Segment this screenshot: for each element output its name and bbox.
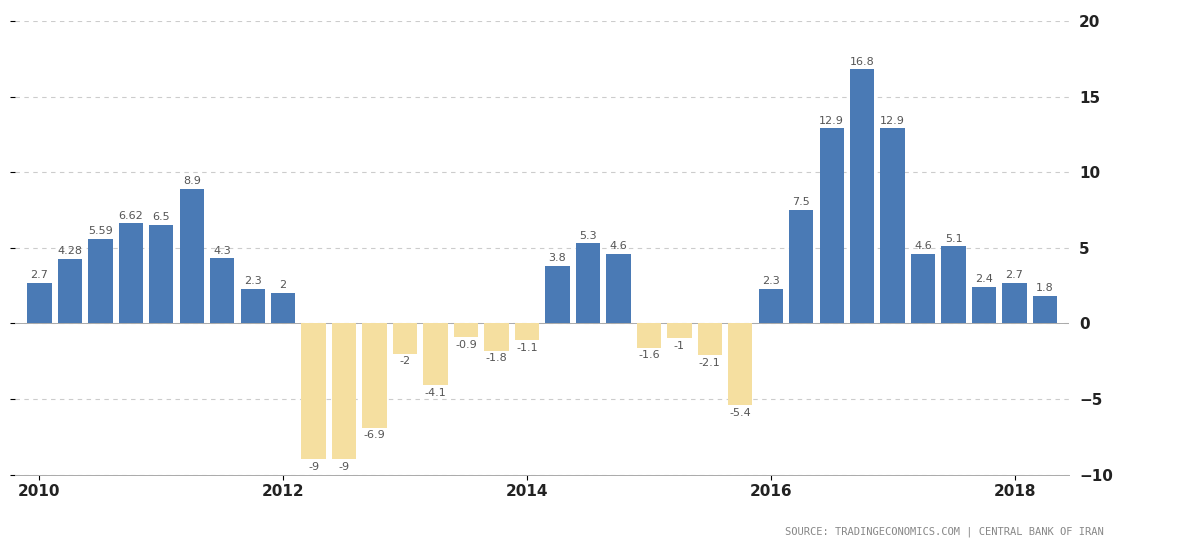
Bar [392, 323, 418, 354]
Bar [637, 323, 661, 348]
Text: -9: -9 [308, 462, 319, 472]
Bar [119, 223, 143, 323]
Bar [972, 287, 996, 323]
Bar [485, 323, 509, 350]
Bar [424, 323, 448, 385]
Text: -9: -9 [338, 462, 349, 472]
Text: 2: 2 [280, 281, 287, 291]
Text: 5.3: 5.3 [580, 230, 596, 240]
Text: 5.1: 5.1 [944, 234, 962, 244]
Text: 6.5: 6.5 [152, 212, 170, 222]
Bar [28, 282, 52, 323]
Text: -0.9: -0.9 [455, 340, 476, 350]
Bar [942, 247, 966, 323]
Bar [545, 266, 570, 323]
Bar [240, 288, 265, 323]
Bar [210, 258, 234, 323]
Bar [515, 323, 539, 340]
Bar [301, 323, 326, 459]
Text: -2: -2 [400, 356, 410, 366]
Text: 12.9: 12.9 [881, 116, 905, 126]
Bar [850, 69, 875, 323]
Bar [790, 210, 814, 323]
Text: 8.9: 8.9 [182, 176, 200, 186]
Bar [362, 323, 386, 428]
Text: 4.6: 4.6 [914, 241, 932, 251]
Bar [180, 189, 204, 323]
Text: -6.9: -6.9 [364, 430, 385, 440]
Text: -5.4: -5.4 [730, 408, 751, 418]
Text: 16.8: 16.8 [850, 56, 875, 67]
Text: 3.8: 3.8 [548, 253, 566, 263]
Text: 2.3: 2.3 [762, 276, 780, 286]
Text: 2.7: 2.7 [1006, 270, 1024, 280]
Bar [454, 323, 479, 337]
Bar [911, 254, 935, 323]
Text: 12.9: 12.9 [820, 116, 844, 126]
Text: -1.8: -1.8 [486, 353, 508, 363]
Bar [728, 323, 752, 405]
Text: 7.5: 7.5 [792, 197, 810, 207]
Bar [88, 239, 113, 323]
Text: -1: -1 [674, 341, 685, 351]
Bar [758, 288, 782, 323]
Text: SOURCE: TRADINGECONOMICS.COM | CENTRAL BANK OF IRAN: SOURCE: TRADINGECONOMICS.COM | CENTRAL B… [785, 526, 1104, 537]
Bar [667, 323, 691, 339]
Text: 1.8: 1.8 [1036, 283, 1054, 293]
Bar [820, 129, 844, 323]
Bar [697, 323, 722, 355]
Bar [58, 259, 82, 323]
Text: 4.28: 4.28 [58, 246, 83, 256]
Text: -1.1: -1.1 [516, 343, 538, 353]
Bar [881, 129, 905, 323]
Text: 4.6: 4.6 [610, 241, 628, 251]
Bar [271, 293, 295, 323]
Text: -2.1: -2.1 [698, 358, 721, 368]
Bar [149, 225, 174, 323]
Text: 5.59: 5.59 [88, 226, 113, 236]
Bar [576, 243, 600, 323]
Bar [1002, 282, 1027, 323]
Text: 2.7: 2.7 [30, 270, 48, 280]
Text: 6.62: 6.62 [119, 211, 143, 221]
Text: 2.3: 2.3 [244, 276, 262, 286]
Bar [1033, 296, 1057, 323]
Text: 2.4: 2.4 [976, 274, 994, 285]
Bar [606, 254, 630, 323]
Text: 4.3: 4.3 [214, 245, 232, 255]
Text: -4.1: -4.1 [425, 388, 446, 398]
Bar [332, 323, 356, 459]
Text: -1.6: -1.6 [638, 350, 660, 361]
